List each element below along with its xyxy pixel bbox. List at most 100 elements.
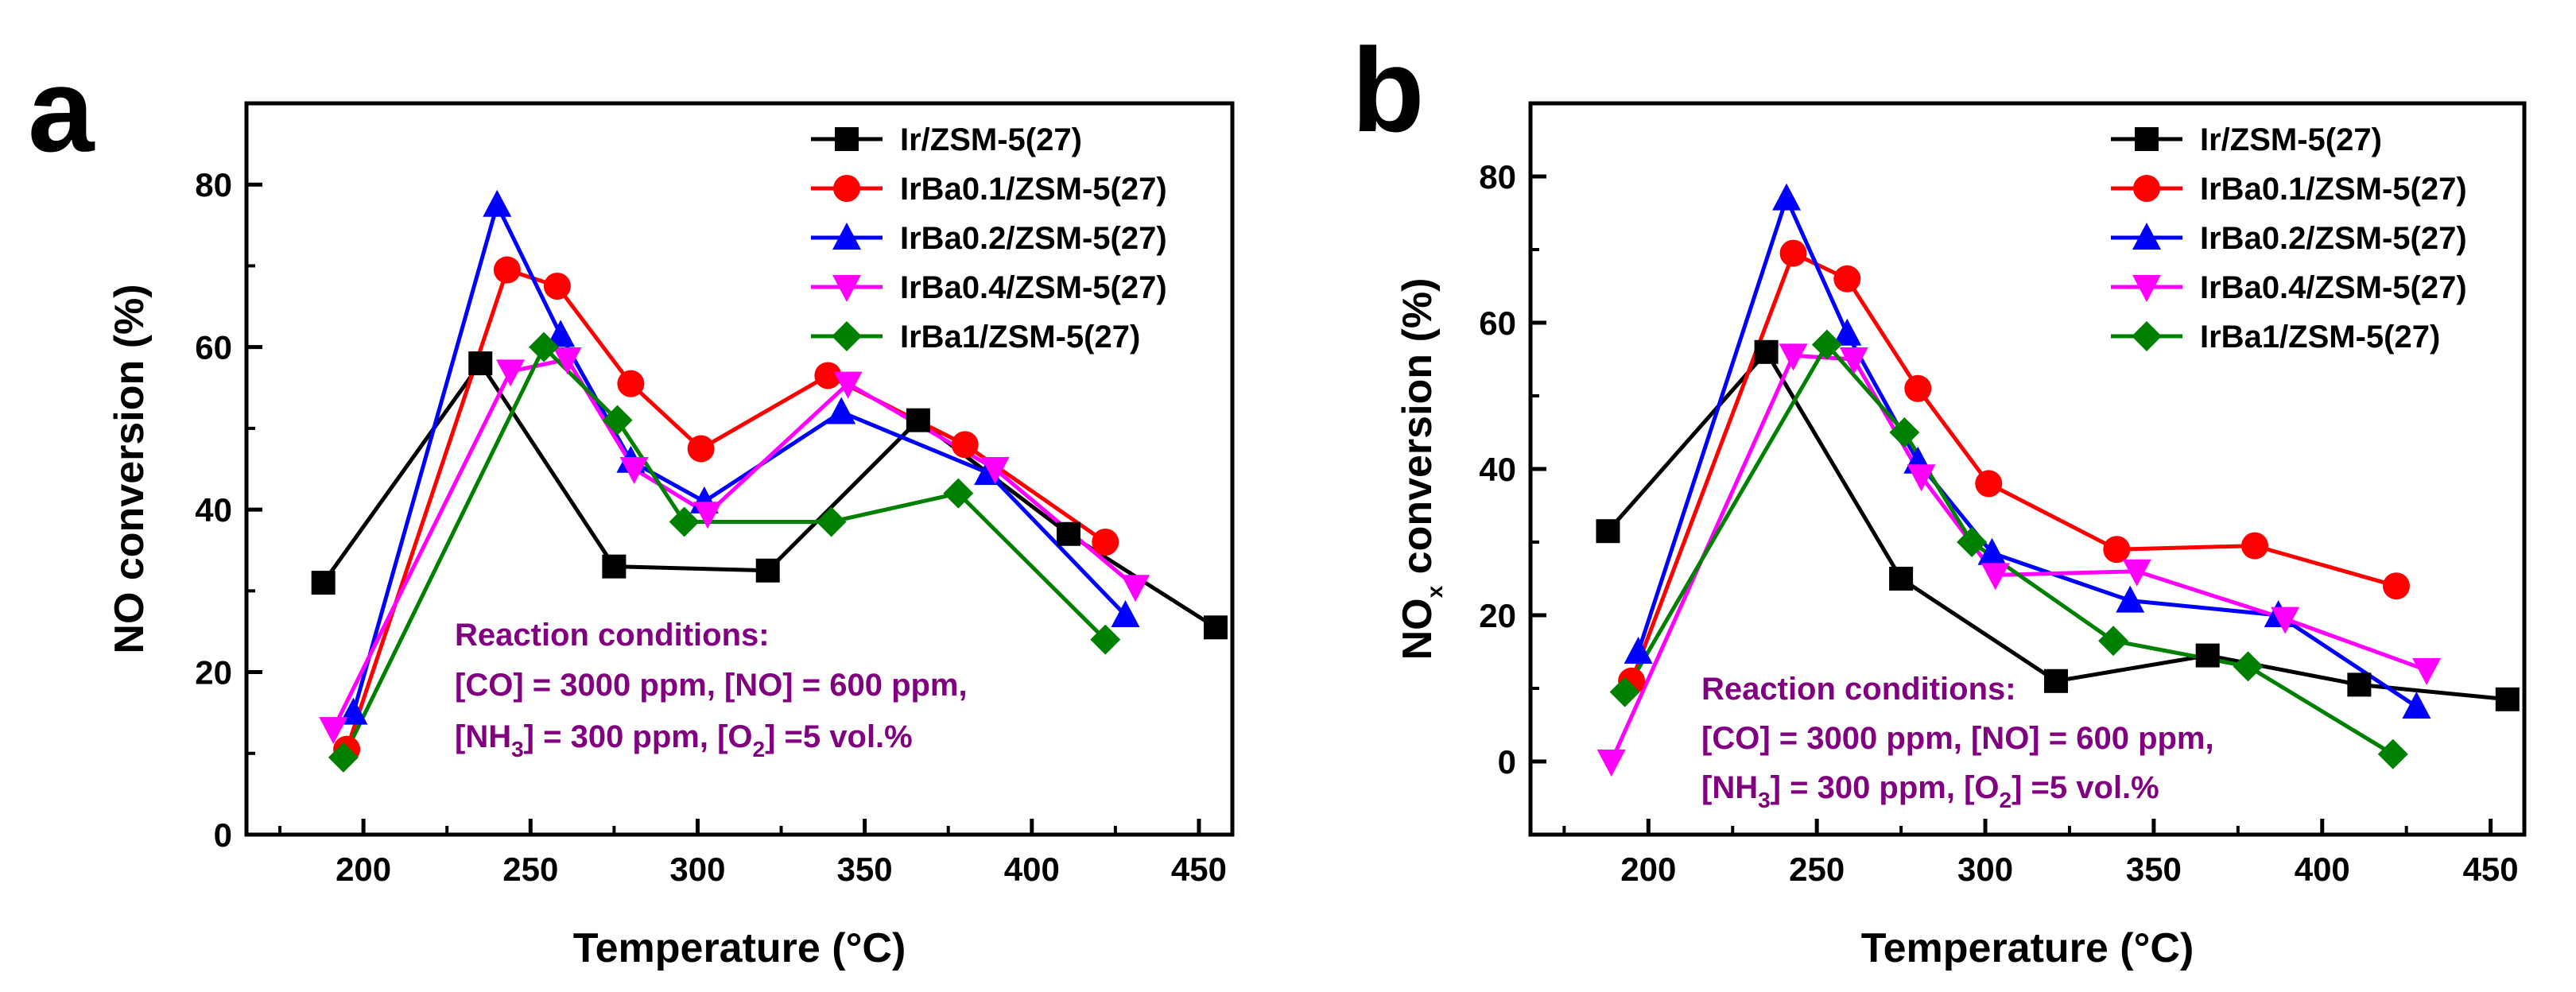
- cond-b-3-sub2: 2: [2000, 788, 2012, 812]
- panel-a-series-2-point: [1111, 600, 1140, 627]
- panel-b-x-tick-label: 400: [2295, 851, 2350, 888]
- panel-a-x-tick-label: 300: [669, 851, 725, 888]
- panel-b-series-0-point: [2495, 687, 2520, 711]
- panel-b-y-tick-label: 80: [1479, 158, 1516, 196]
- cond-b-3-sub1: 3: [1758, 788, 1771, 812]
- panel-a-series-0-point: [602, 554, 627, 579]
- panel-a-series-4-point: [816, 506, 847, 537]
- panel-a-y-tick-label: 60: [195, 329, 232, 366]
- panel-b-x-tick-label: 250: [1789, 851, 1845, 888]
- panel-b-series-3-point: [2412, 658, 2442, 685]
- panel-b-legend-marker-2: [2132, 223, 2161, 250]
- panel-b-conditions-line2: [CO] = 3000 ppm, [NO] = 600 ppm,: [1701, 721, 2214, 756]
- panel-b-x-tick-label: 350: [2126, 851, 2182, 888]
- panel-a-legend-marker-2: [832, 223, 861, 250]
- panel-b-series-4-point: [2233, 651, 2264, 682]
- panel-b-series-4-point: [2098, 626, 2129, 657]
- panel-b-series-2-point: [1833, 318, 1862, 346]
- panel-a-series-0-point: [1203, 615, 1228, 640]
- panel-b-series-2-point: [1624, 637, 1653, 664]
- panel-a-x-tick-label: 250: [502, 851, 558, 888]
- panel-a-series-line-0: [321, 361, 1217, 630]
- panel-b-series-3-point: [2122, 559, 2151, 587]
- panel-a-series-3-point: [496, 359, 526, 387]
- panel-b-ticks: 200 250 300 350 400 450 0 20 40 60 80: [1479, 158, 2518, 888]
- panel-b-series-2-point: [2116, 585, 2145, 613]
- panel-b-x-tick-label: 300: [1957, 851, 2013, 888]
- panel-a-series-1-point: [1092, 529, 1119, 556]
- panel-a-y-tick-label: 80: [195, 166, 232, 203]
- panel-b-y-axis-title: NOx conversion (%): [1395, 278, 1447, 661]
- panel-b-series-line-0: [1606, 350, 2508, 702]
- panel-b-series-1-point: [2103, 536, 2131, 564]
- panel-a-series-4-point: [529, 331, 560, 362]
- panel-b-y-tick-label: 60: [1479, 304, 1516, 342]
- panel-b-x-tick-label: 200: [1620, 851, 1676, 888]
- panel-b-series-3-point: [1596, 750, 1626, 777]
- panel-b-series-0-point: [2044, 668, 2069, 693]
- panel-a-legend-label-4: IrBa1/ZSM-5(27): [900, 320, 1140, 355]
- panel-a-series-3-point: [693, 502, 723, 529]
- panel-a-series-1-point: [493, 256, 521, 284]
- panel-b-series-2-point: [1977, 537, 2007, 565]
- panel-a-x-tick-label: 200: [336, 851, 391, 888]
- panel-a-plot-frame: [244, 101, 1235, 837]
- cond-b-3b: ] = 300 ppm, [O: [1771, 770, 2000, 805]
- panel-b-legend-marker-1: [2133, 175, 2160, 202]
- panel-b-series-4-point: [1957, 527, 1988, 557]
- panel-b-legend-label-1: IrBa0.1/ZSM-5(27): [2200, 172, 2467, 207]
- panel-b-series-1-point: [1904, 374, 1932, 402]
- panel-b-series-4-point: [1889, 417, 1920, 448]
- panel-b-y-axis-title-sub: x: [1422, 585, 1447, 598]
- panel-a-series-3-point: [1121, 575, 1150, 603]
- panel-a-y-tick-label: 20: [195, 654, 232, 692]
- panel-a-series-4-point: [602, 405, 633, 436]
- panel-b-conditions-line3: [NH3] = 300 ppm, [O2] =5 vol.%: [1701, 770, 2159, 812]
- panel-a-y-axis-title-main: NO conversion (%): [107, 284, 153, 653]
- panel-a-legend-marker-0: [835, 127, 859, 151]
- panel-a-series-4-point: [669, 506, 700, 537]
- panel-a-series-markers: [311, 189, 1228, 773]
- panel-b-series-1-point: [2382, 572, 2410, 600]
- panel-a-series-1-point: [951, 431, 979, 459]
- panel-a-series-1-point: [814, 362, 842, 389]
- panel-a-x-tick-label: 400: [1004, 851, 1060, 888]
- panel-a-y-tick-label: 40: [195, 491, 232, 529]
- panel-a-legend-label-1: IrBa0.1/ZSM-5(27): [900, 172, 1167, 207]
- panel-b-series-line-3: [1609, 353, 2427, 763]
- panel-a-legend: Ir/ZSM-5(27) IrBa0.1/ZSM-5(27) IrBa0.2/ZSM…: [811, 122, 1167, 355]
- panel-b-series-1-point: [1779, 239, 1807, 267]
- panel-a-series-4-point: [943, 478, 974, 509]
- panel-a-series-1-point: [617, 370, 645, 397]
- panel-a-y-tick-label: 0: [214, 816, 232, 854]
- panel-b-conditions-line1: Reaction conditions:: [1701, 672, 2016, 707]
- panel-a-series-3-point: [619, 457, 649, 484]
- panel-b-series-0-point: [1889, 567, 1914, 591]
- panel-b-series-4-point: [1811, 329, 1842, 360]
- panel-a-series-3-point: [980, 457, 1010, 484]
- panel-b-series-1-point: [1975, 470, 2003, 498]
- panel-b-y-tick-label: 0: [1498, 743, 1516, 781]
- panel-a-x-tick-label: 450: [1171, 851, 1227, 888]
- panel-a-series-1-point: [543, 273, 571, 300]
- panel-b-legend-label-3: IrBa0.4/ZSM-5(27): [2200, 270, 2467, 305]
- panel-a-conditions-line2: [CO] = 3000 ppm, [NO] = 600 ppm,: [455, 668, 968, 703]
- panel-a-series-2-point: [546, 320, 576, 347]
- panel-a-x-tick-label: 350: [837, 851, 893, 888]
- panel-b-y-axis-title-rest: conversion (%): [1395, 278, 1441, 586]
- panel-a-series-3-point: [833, 371, 863, 399]
- panel-b-legend: Ir/ZSM-5(27) IrBa0.1/ZSM-5(27) IrBa0.2/ZSM…: [2111, 122, 2467, 355]
- panel-b-series-4-point: [1609, 676, 1640, 707]
- panel-b-y-axis-title-main: NO: [1395, 598, 1441, 660]
- panel-a: a 200 250 300 350 400 450 0 20 40 60 80 Ir/ZSM-5(2…: [28, 43, 1235, 971]
- cond-3c: ] =5 vol.%: [765, 719, 913, 754]
- panel-b-series-4-point: [2377, 738, 2408, 769]
- panel-a-y-axis-title: NO conversion (%): [107, 284, 153, 653]
- cond-3a: [NH: [455, 719, 511, 754]
- panel-b-legend-marker-0: [2135, 127, 2159, 151]
- cond-3-sub1: 3: [511, 737, 524, 761]
- panel-b-legend-marker-4: [2132, 321, 2162, 351]
- panel-a-ticks: 200 250 300 350 400 450 0 20 40 60 80: [195, 166, 1227, 888]
- panel-b-series-3-point: [1839, 347, 1868, 374]
